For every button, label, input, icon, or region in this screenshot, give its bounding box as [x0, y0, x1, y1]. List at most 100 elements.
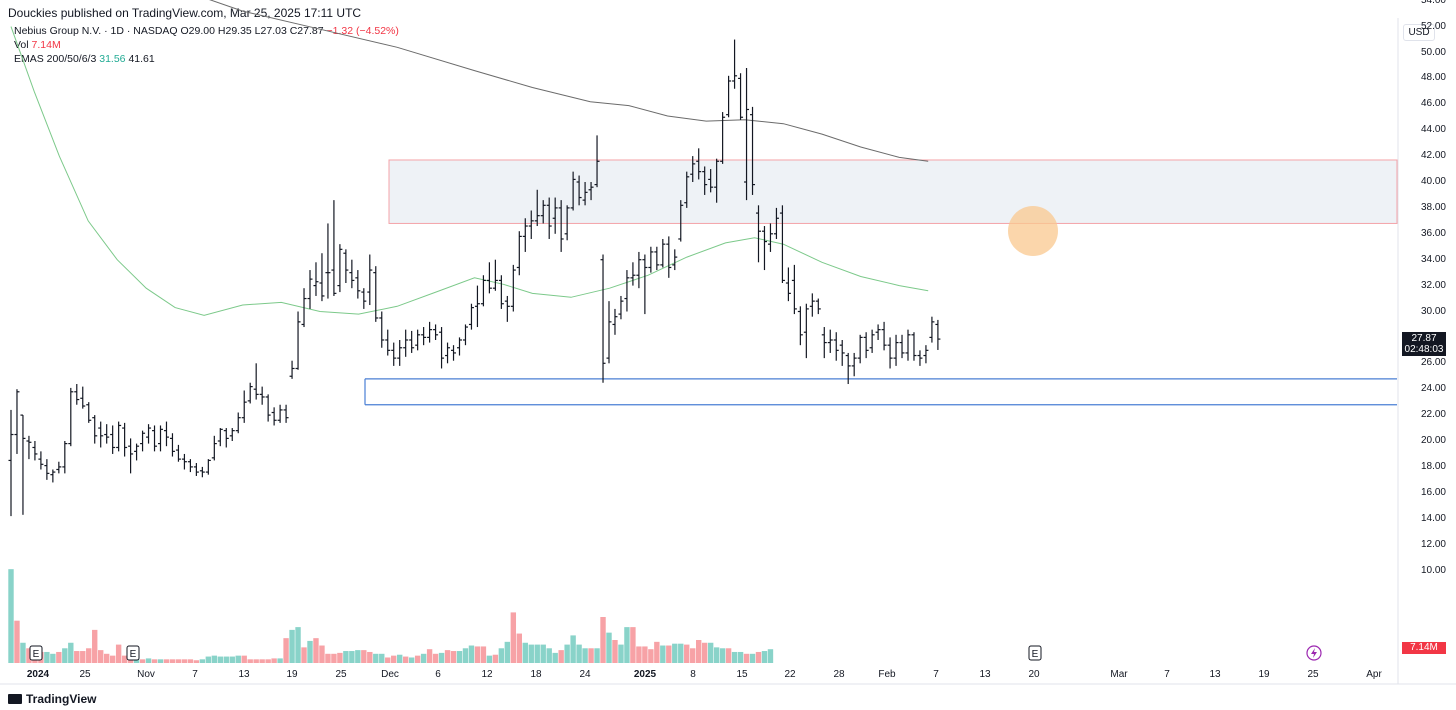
- volume-bar: [432, 653, 439, 663]
- currency-label[interactable]: USD: [1403, 24, 1435, 41]
- volume-bar: [654, 641, 660, 663]
- volume-bar: [516, 633, 522, 663]
- time-tick-label: Nov: [137, 669, 155, 680]
- ohlc-bar: [827, 329, 833, 353]
- volume-bar: [462, 648, 469, 663]
- volume-bar: [121, 655, 128, 663]
- volume-bar: [672, 643, 678, 663]
- volume-bar: [612, 640, 618, 663]
- price-tick-label: 22.00: [1420, 409, 1446, 421]
- ohlc-bar: [821, 327, 827, 359]
- volume-bar: [103, 653, 110, 663]
- ohlc-bar: [785, 267, 791, 302]
- volume-bar: [402, 656, 409, 663]
- volume-bar: [74, 651, 80, 663]
- volume-bar: [92, 629, 98, 663]
- price-tick-label: 20.00: [1420, 435, 1446, 446]
- volume-bar: [468, 645, 475, 663]
- time-tick-label: 13: [238, 669, 250, 680]
- volume-bar: [211, 655, 218, 663]
- ohlc-bar: [672, 249, 678, 271]
- time-tick-label: 13: [1209, 669, 1221, 680]
- earnings-marker-box: [29, 645, 43, 661]
- volume-bar: [235, 655, 241, 663]
- price-tick-label: 26.00: [1420, 357, 1446, 369]
- volume-bar: [325, 653, 331, 663]
- ohlc-bar: [211, 435, 217, 461]
- ohlc-bar: [38, 451, 44, 470]
- volume-bar: [337, 652, 343, 663]
- ohlc-bar: [756, 205, 761, 263]
- ohlc-bar: [433, 324, 439, 340]
- ohlc-bar: [863, 332, 869, 359]
- time-tick-label: 28: [833, 669, 845, 680]
- volume-bar: [319, 645, 325, 663]
- volume-bar: [62, 648, 68, 663]
- ohlc-bar: [606, 301, 612, 364]
- volume-bar: [486, 655, 493, 663]
- ohlc-bar: [265, 394, 271, 422]
- ohlc-bar: [283, 404, 289, 423]
- ema50-value: 31.56: [99, 53, 126, 65]
- ohlc-bar: [307, 270, 313, 309]
- reversal-highlight: [1008, 206, 1058, 256]
- volume-bar: [289, 629, 295, 663]
- ohlc-bar: [552, 197, 558, 234]
- volume-bar: [707, 642, 714, 663]
- ohlc-bar: [92, 415, 98, 444]
- ohlc-bar: [271, 407, 277, 426]
- ohlc-bar: [510, 264, 516, 312]
- ohlc-bar: [259, 386, 265, 405]
- ohlc-bar: [158, 425, 163, 452]
- ohlc-bar: [385, 329, 391, 356]
- volume-bar: [253, 659, 259, 663]
- time-tick-label: 25: [1307, 669, 1319, 680]
- ohlc-bar: [576, 175, 582, 206]
- ema-label[interactable]: EMAS 200/50/6/3: [14, 53, 97, 65]
- ohlc-bar: [767, 223, 773, 252]
- volume-bar: [241, 655, 247, 663]
- ohlc-bar: [744, 68, 750, 201]
- volume-bar: [701, 642, 708, 663]
- volume-bar: [684, 644, 690, 663]
- vol-label[interactable]: Vol: [14, 39, 29, 51]
- volume-bar: [678, 643, 684, 663]
- bar-countdown: 02:48:03: [1404, 344, 1444, 356]
- ohlc-bar: [122, 422, 128, 457]
- time-tick-label: 25: [335, 669, 347, 680]
- volume-bar: [373, 653, 379, 663]
- volume-bar: [175, 659, 182, 663]
- volume-bar: [636, 646, 642, 663]
- ohlc-bar: [540, 200, 546, 224]
- ohlc-bar: [50, 469, 56, 483]
- time-tick-label: 19: [286, 669, 298, 680]
- ohlc-bar: [391, 342, 397, 366]
- price-tick-label: 34.00: [1420, 253, 1446, 265]
- ohlc-bar: [905, 329, 911, 361]
- ohlc-bar: [875, 324, 881, 340]
- time-tick-label: 25: [79, 669, 91, 680]
- volume-bar: [14, 620, 20, 663]
- ohlc-bar: [845, 352, 851, 385]
- ohlc-bar: [612, 308, 618, 335]
- ohlc-bar: [720, 112, 726, 164]
- ohlc-bar: [169, 433, 175, 457]
- volume-bar: [713, 647, 720, 663]
- symbol-name[interactable]: Nebius Group N.V. · 1D · NASDAQ: [14, 25, 178, 37]
- ohlc-bar: [911, 332, 917, 361]
- time-tick-label: 6: [435, 669, 441, 680]
- volume-bar: [133, 658, 140, 663]
- volume-bar: [199, 659, 206, 663]
- ohlc-bar: [791, 264, 797, 315]
- ohlc-bar: [917, 350, 923, 366]
- vol-value: 7.14M: [31, 39, 61, 51]
- volume-bar: [301, 647, 307, 663]
- ohlc-bar: [163, 421, 169, 447]
- ohlc-bar: [451, 345, 457, 361]
- volume-bar: [139, 659, 146, 663]
- volume-bar: [618, 644, 624, 663]
- ema200-value: 41.61: [128, 53, 155, 65]
- ohlc-bar: [851, 352, 857, 377]
- tradingview-logo[interactable]: TradingView: [8, 692, 96, 706]
